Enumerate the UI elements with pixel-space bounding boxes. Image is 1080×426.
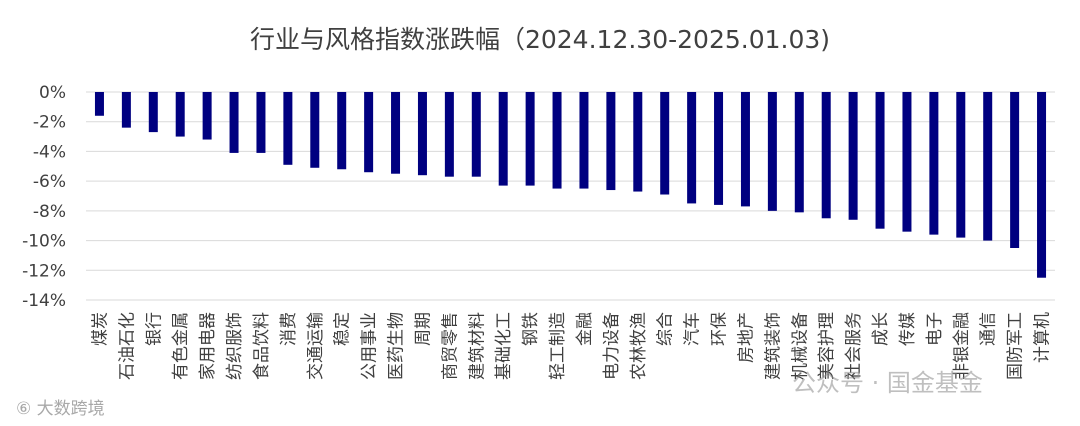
y-tick-label: 0% — [39, 83, 66, 103]
watermark-left: ⑥ 大数跨境 — [16, 399, 105, 419]
x-category-label: 传媒 — [898, 312, 918, 346]
x-category-label: 银行 — [144, 312, 164, 346]
bar — [498, 92, 508, 186]
bar — [794, 92, 804, 213]
bar — [714, 92, 724, 205]
bar — [1037, 92, 1047, 278]
x-category-label: 轻工制造 — [548, 312, 568, 380]
bar — [821, 92, 831, 219]
bar — [552, 92, 562, 189]
bar — [633, 92, 643, 192]
bar — [337, 92, 347, 170]
watermark-right: 公众号 · 国金基金 — [792, 369, 983, 397]
bar — [956, 92, 966, 238]
x-category-label: 金融 — [575, 312, 595, 346]
x-category-label: 建筑装饰 — [763, 312, 783, 380]
bar — [579, 92, 589, 189]
bar — [229, 92, 239, 153]
bar — [525, 92, 535, 186]
bars — [94, 92, 1047, 278]
x-category-label: 非银金融 — [952, 312, 972, 380]
bar — [175, 92, 185, 137]
bar — [875, 92, 885, 229]
x-category-label: 有色金属 — [171, 312, 191, 380]
x-category-label: 电子 — [925, 312, 945, 346]
y-tick-label: -12% — [22, 261, 66, 281]
y-tick-label: -2% — [33, 113, 66, 133]
x-category-label: 农林牧渔 — [629, 312, 649, 380]
x-category-label: 稳定 — [333, 312, 353, 346]
x-category-label: 汽车 — [683, 312, 703, 346]
bar — [740, 92, 750, 207]
x-category-label: 美容护理 — [817, 312, 837, 380]
chart-title: 行业与风格指数涨跌幅（2024.12.30-2025.01.03) — [250, 25, 830, 54]
y-tick-label: -8% — [33, 202, 66, 222]
x-category-label: 计算机 — [1033, 312, 1053, 363]
gridlines — [86, 91, 1055, 301]
x-category-label: 商贸零售 — [440, 312, 460, 380]
x-category-label: 医药生物 — [387, 312, 407, 380]
x-category-label: 石油石化 — [117, 312, 137, 380]
x-category-label: 机械设备 — [790, 312, 810, 380]
bar — [660, 92, 670, 195]
bar — [471, 92, 481, 177]
x-category-label: 国防军工 — [1006, 312, 1026, 380]
x-axis-category-labels: 煤炭 石油石化 银行 有色金属 家用电器 纺织服饰 食品饮料 消费 交通运输 稳定 公用事业 医药生物… — [90, 312, 1052, 380]
y-tick-label: -4% — [33, 142, 66, 162]
bar — [94, 92, 104, 116]
x-category-label: 周期 — [413, 312, 433, 346]
bar — [256, 92, 266, 153]
bar — [391, 92, 401, 174]
x-category-label: 基础化工 — [494, 312, 514, 380]
bar — [848, 92, 858, 220]
bar — [202, 92, 212, 140]
x-category-label: 电力设备 — [602, 312, 622, 380]
bar — [687, 92, 697, 204]
x-category-label: 社会服务 — [844, 312, 864, 380]
x-category-label: 环保 — [710, 312, 730, 346]
x-category-label: 家用电器 — [198, 312, 218, 380]
bar — [983, 92, 993, 241]
x-category-label: 综合 — [656, 312, 676, 346]
bar — [364, 92, 374, 173]
bar — [767, 92, 777, 211]
bar — [902, 92, 912, 232]
bar — [1010, 92, 1020, 248]
y-tick-label: -6% — [33, 172, 66, 192]
bar — [310, 92, 320, 168]
bar — [417, 92, 427, 176]
bar — [283, 92, 293, 165]
x-category-label: 通信 — [979, 312, 999, 346]
y-axis-ticks: 0% -2% -4% -6% -8% -10% -12% -14% — [22, 83, 66, 311]
x-category-label: 煤炭 — [90, 312, 110, 346]
x-category-label: 钢铁 — [521, 312, 541, 346]
x-category-label: 成长 — [871, 312, 891, 346]
x-category-label: 房地产 — [736, 312, 756, 363]
x-category-label: 纺织服饰 — [225, 312, 245, 380]
x-category-label: 消费 — [279, 312, 299, 346]
bar — [148, 92, 158, 133]
x-category-label: 建筑材料 — [467, 312, 487, 380]
x-category-label: 食品饮料 — [252, 312, 272, 380]
bar — [121, 92, 131, 128]
bar — [929, 92, 939, 235]
y-tick-label: -14% — [22, 291, 66, 311]
y-tick-label: -10% — [22, 232, 66, 252]
x-category-label: 交通运输 — [306, 312, 326, 380]
bar — [444, 92, 454, 177]
x-category-label: 公用事业 — [360, 312, 380, 380]
bar — [606, 92, 616, 191]
